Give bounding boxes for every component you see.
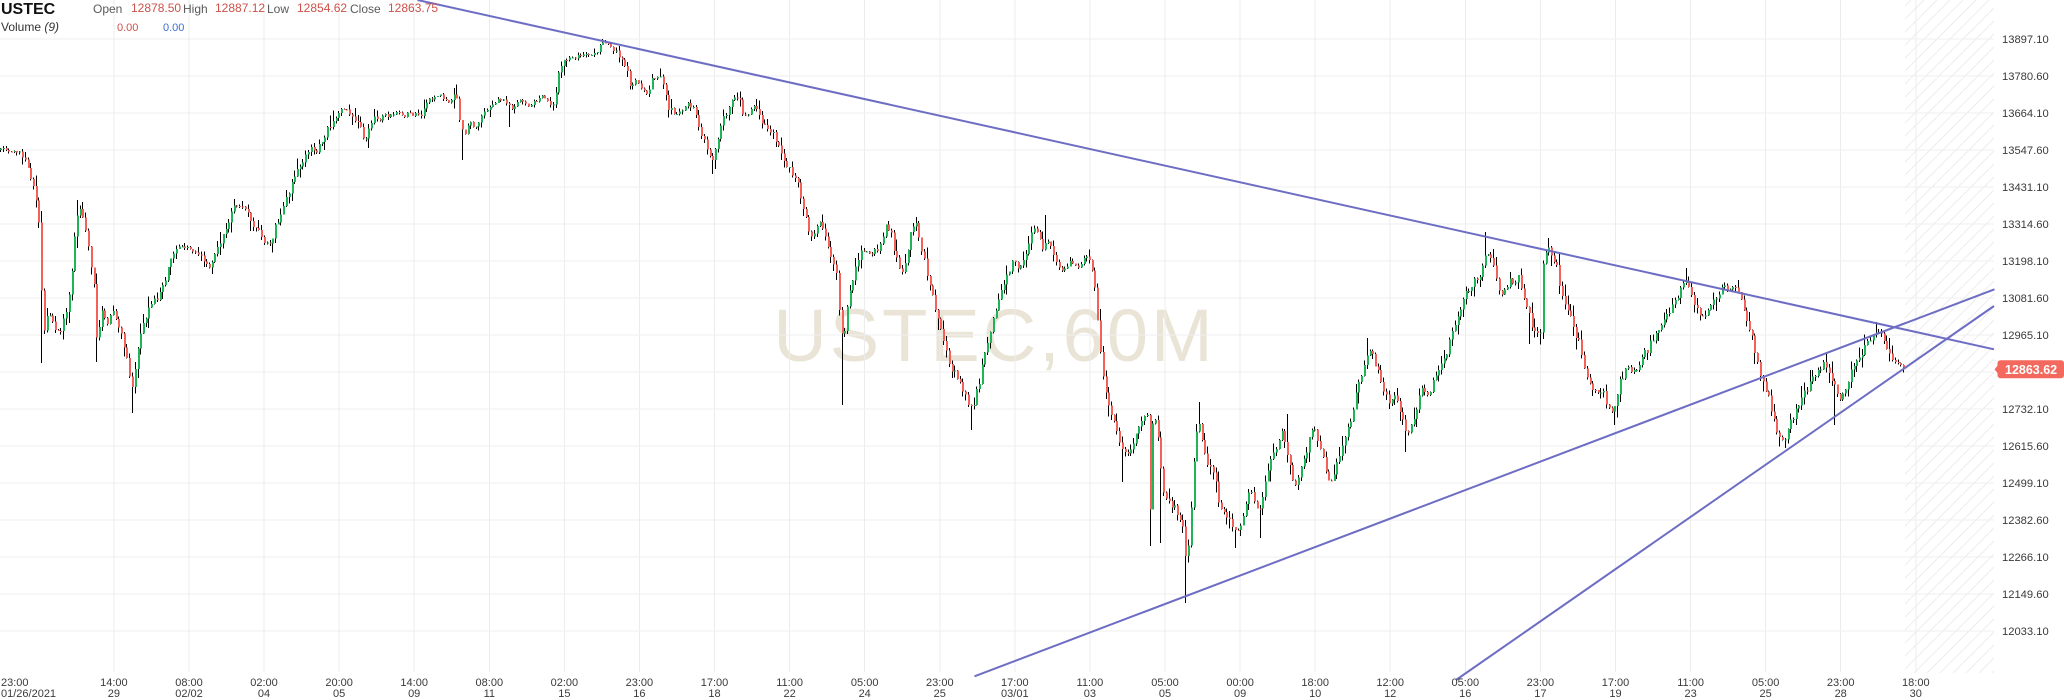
svg-text:18: 18 [708, 688, 720, 700]
svg-text:Close: Close [350, 2, 381, 16]
svg-text:25: 25 [1759, 688, 1771, 700]
svg-text:23:00: 23:00 [626, 677, 654, 689]
svg-text:11:00: 11:00 [776, 677, 803, 689]
svg-text:0.00: 0.00 [117, 22, 138, 34]
svg-text:08:00: 08:00 [175, 677, 203, 689]
svg-text:17: 17 [1534, 688, 1546, 700]
svg-text:23:00: 23:00 [1, 677, 29, 689]
svg-text:12732.10: 12732.10 [2002, 404, 2049, 416]
svg-text:02:00: 02:00 [250, 677, 278, 689]
svg-text:13081.60: 13081.60 [2002, 293, 2049, 305]
svg-text:12878.50: 12878.50 [131, 1, 181, 15]
svg-text:13547.60: 13547.60 [2002, 145, 2049, 157]
svg-text:10: 10 [1309, 688, 1321, 700]
svg-text:14:00: 14:00 [400, 677, 428, 689]
svg-text:High: High [183, 2, 208, 16]
svg-text:17:00: 17:00 [701, 677, 729, 689]
svg-text:Low: Low [267, 2, 289, 16]
svg-text:13198.10: 13198.10 [2002, 256, 2049, 268]
svg-text:18:00: 18:00 [1902, 677, 1930, 689]
svg-text:12149.60: 12149.60 [2002, 589, 2049, 601]
svg-text:12266.10: 12266.10 [2002, 552, 2049, 564]
svg-text:00:00: 00:00 [1226, 677, 1254, 689]
svg-text:13897.10: 13897.10 [2002, 34, 2049, 46]
svg-text:04: 04 [258, 688, 270, 700]
svg-text:02:00: 02:00 [551, 677, 579, 689]
svg-text:12615.60: 12615.60 [2002, 441, 2049, 453]
svg-text:05:00: 05:00 [1752, 677, 1780, 689]
svg-text:19: 19 [1609, 688, 1621, 700]
svg-text:12863.75: 12863.75 [388, 1, 438, 15]
svg-text:13664.10: 13664.10 [2002, 108, 2049, 120]
svg-text:23:00: 23:00 [1827, 677, 1855, 689]
svg-text:02/02: 02/02 [175, 688, 203, 700]
svg-text:11:00: 11:00 [1677, 677, 1704, 689]
svg-text:18:00: 18:00 [1301, 677, 1329, 689]
svg-text:09: 09 [408, 688, 420, 700]
svg-text:09: 09 [1234, 688, 1246, 700]
svg-text:24: 24 [859, 688, 871, 700]
svg-text:08:00: 08:00 [476, 677, 504, 689]
svg-text:13780.60: 13780.60 [2002, 71, 2049, 83]
svg-text:03/01: 03/01 [1001, 688, 1029, 700]
svg-text:23:00: 23:00 [1527, 677, 1555, 689]
svg-text:12887.12: 12887.12 [215, 1, 265, 15]
svg-text:05: 05 [333, 688, 345, 700]
svg-text:12033.10: 12033.10 [2002, 626, 2049, 638]
svg-text:03: 03 [1084, 688, 1096, 700]
svg-text:Open: Open [93, 2, 122, 16]
svg-text:USTEC: USTEC [1, 1, 56, 18]
svg-text:12: 12 [1384, 688, 1396, 700]
svg-text:23:00: 23:00 [926, 677, 954, 689]
svg-text:29: 29 [108, 688, 120, 700]
svg-text:13314.60: 13314.60 [2002, 219, 2049, 231]
svg-text:05:00: 05:00 [1151, 677, 1179, 689]
svg-text:12382.60: 12382.60 [2002, 515, 2049, 527]
svg-text:05:00: 05:00 [1452, 677, 1480, 689]
svg-text:11:00: 11:00 [1077, 677, 1104, 689]
svg-text:05:00: 05:00 [851, 677, 879, 689]
svg-text:30: 30 [1910, 688, 1922, 700]
svg-text:22: 22 [783, 688, 795, 700]
svg-text:12:00: 12:00 [1376, 677, 1404, 689]
svg-text:0.00: 0.00 [163, 22, 184, 34]
svg-text:17:00: 17:00 [1001, 677, 1029, 689]
svg-text:13431.10: 13431.10 [2002, 182, 2049, 194]
svg-text:05: 05 [1159, 688, 1171, 700]
svg-text:12965.10: 12965.10 [2002, 330, 2049, 342]
svg-text:25: 25 [934, 688, 946, 700]
svg-text:14:00: 14:00 [100, 677, 128, 689]
svg-text:16: 16 [633, 688, 645, 700]
svg-text:12499.10: 12499.10 [2002, 478, 2049, 490]
svg-text:12863.62: 12863.62 [2005, 363, 2057, 377]
svg-text:16: 16 [1459, 688, 1471, 700]
svg-text:11: 11 [484, 688, 495, 700]
svg-text:01/26/2021: 01/26/2021 [1, 688, 56, 700]
svg-text:28: 28 [1835, 688, 1847, 700]
svg-text:12854.62: 12854.62 [297, 1, 347, 15]
svg-text:17:00: 17:00 [1602, 677, 1630, 689]
svg-text:23: 23 [1684, 688, 1696, 700]
svg-text:15: 15 [558, 688, 570, 700]
svg-text:20:00: 20:00 [325, 677, 353, 689]
svg-text:Volume (9): Volume (9) [1, 20, 59, 34]
